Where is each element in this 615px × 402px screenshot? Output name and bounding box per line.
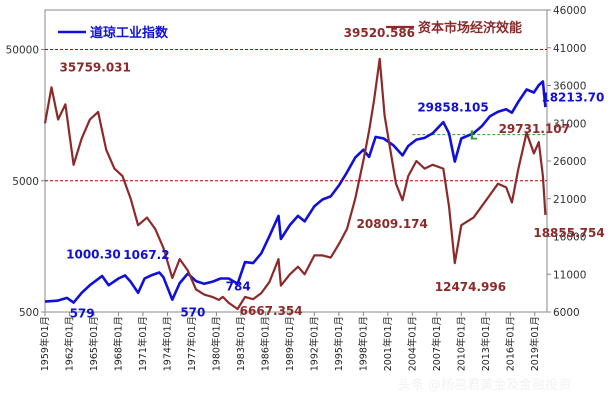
right-tick-label: 41000 (553, 43, 586, 55)
x-tick-label: 1971年01月 (137, 316, 149, 371)
right-tick-label: 21000 (553, 194, 586, 206)
annotation-label: 784 (226, 279, 251, 293)
annotation-label: 18855.754 (533, 226, 604, 240)
x-tick-label: 1995年01月 (333, 316, 345, 371)
annotation-label: 18213.70 (541, 90, 604, 104)
x-tick-label: 1992年01月 (308, 316, 320, 371)
right-tick-label: 31000 (553, 118, 586, 130)
left-tick-label: 5000 (12, 176, 39, 188)
reference-lines (45, 49, 547, 182)
left-tick-label: 50000 (6, 45, 39, 57)
annotation-label: 29731.107 (499, 122, 570, 136)
right-tick-label: 36000 (553, 81, 586, 93)
x-tick-label: 1959年01月 (39, 316, 51, 371)
annotation-label: 1067.2 (123, 248, 169, 262)
annotation-label: 29858.105 (417, 100, 488, 114)
annotation-label: L (470, 129, 478, 143)
annotation-label: 20809.174 (357, 217, 428, 231)
annotation-label: 6667.354 (240, 304, 303, 318)
legend-label-efficiency: 资本市场经济效能 (418, 20, 522, 36)
x-tick-label: 1968年01月 (112, 316, 124, 371)
x-tick-label: 2013年01月 (480, 316, 492, 371)
right-tick-label: 16000 (553, 232, 586, 244)
right-tick-label: 26000 (553, 156, 586, 168)
left-tick-label: 500 (19, 307, 39, 319)
x-tick-label: 1965年01月 (88, 316, 100, 371)
series-group (43, 57, 547, 311)
legend-label-djia: 道琼工业指数 (90, 25, 169, 41)
series-line-efficiency (43, 57, 547, 311)
x-tick-label: 2016年01月 (504, 316, 516, 371)
axes-group: 500 5000 50000 6000 11000 16000 21000 26000 3100… (6, 5, 587, 371)
right-tick-label: 11000 (553, 269, 586, 281)
x-tick-label: 1989年01月 (284, 316, 296, 371)
x-tick-label: 1974年01月 (161, 316, 173, 371)
annotation-label: 570 (180, 306, 205, 320)
annotations-group: 35759.031 39520.586 20809.174 12474.996 2973… (60, 26, 605, 321)
x-tick-label: 2010年01月 (455, 316, 467, 371)
annotation-label: 579 (70, 307, 95, 321)
x-tick-label: 2004年01月 (406, 316, 418, 371)
x-tick-label: 1983年01月 (235, 316, 247, 371)
x-tick-label: 2007年01月 (431, 316, 443, 371)
x-tick-label: 1980年01月 (210, 316, 222, 371)
right-tick-label: 46000 (553, 5, 586, 17)
x-tick-label: 1977年01月 (186, 316, 198, 371)
x-tick-label: 1962年01月 (63, 316, 75, 371)
x-tick-label: 2001年01月 (382, 316, 394, 371)
right-tick-label: 6000 (553, 307, 580, 319)
annotation-label: 39520.586 (344, 26, 415, 40)
series-line-djia (44, 80, 547, 304)
annotation-label: 35759.031 (60, 60, 131, 74)
annotation-label: 1000.30 (66, 247, 121, 261)
x-tick-label: 2019年01月 (529, 316, 541, 371)
x-tick-label: 1998年01月 (357, 316, 369, 371)
x-tick-label: 1986年01月 (259, 316, 271, 371)
legend: 道琼工业指数 资本市场经济效能 (58, 20, 522, 41)
watermark: 头条 @杨易君黄金及金融投资 (398, 377, 571, 393)
plot-frame (44, 9, 548, 313)
annotation-label: 12474.996 (435, 280, 506, 294)
